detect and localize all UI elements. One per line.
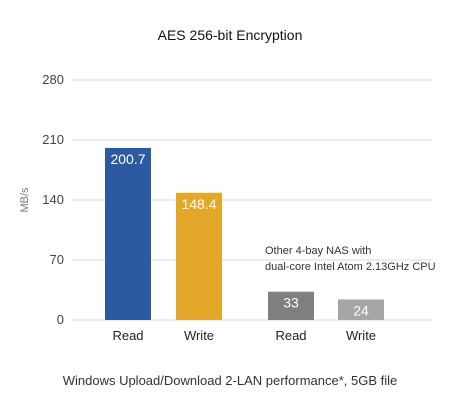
bar-1 [105,147,151,320]
data-labels: 200.7 148.4 33 24 [110,151,369,318]
y-tick-label: 210 [42,132,64,147]
bar-3 [268,291,314,320]
x-tick-label-2: Write [184,328,214,343]
y-axis-label: MB/s [19,187,31,213]
y-tick-label: 280 [42,72,64,87]
data-label-3: 33 [283,295,299,311]
y-tick-label: 0 [57,312,64,327]
bar-4 [338,299,384,320]
chart-title: AES 256-bit Encryption [158,27,303,43]
x-tick-label-4: Write [346,328,376,343]
y-tick-label: 140 [42,192,64,207]
data-label-4: 24 [353,302,369,318]
x-tick-label-1: Read [112,328,143,343]
chart-footer: Windows Upload/Download 2-LAN performanc… [63,373,398,388]
y-tick-label: 70 [50,252,64,267]
y-tick-labels: 0 70 140 210 280 [42,72,64,327]
x-tick-labels: Read Write Read Write [112,328,376,343]
data-label-1: 200.7 [110,151,145,167]
bar-2 [176,192,222,320]
x-tick-label-3: Read [275,328,306,343]
data-label-2: 148.4 [181,196,216,212]
bars [105,147,384,320]
annotation-line-1: Other 4-bay NAS with [265,245,371,257]
annotation-line-2: dual-core Intel Atom 2.13GHz CPU [265,261,436,273]
